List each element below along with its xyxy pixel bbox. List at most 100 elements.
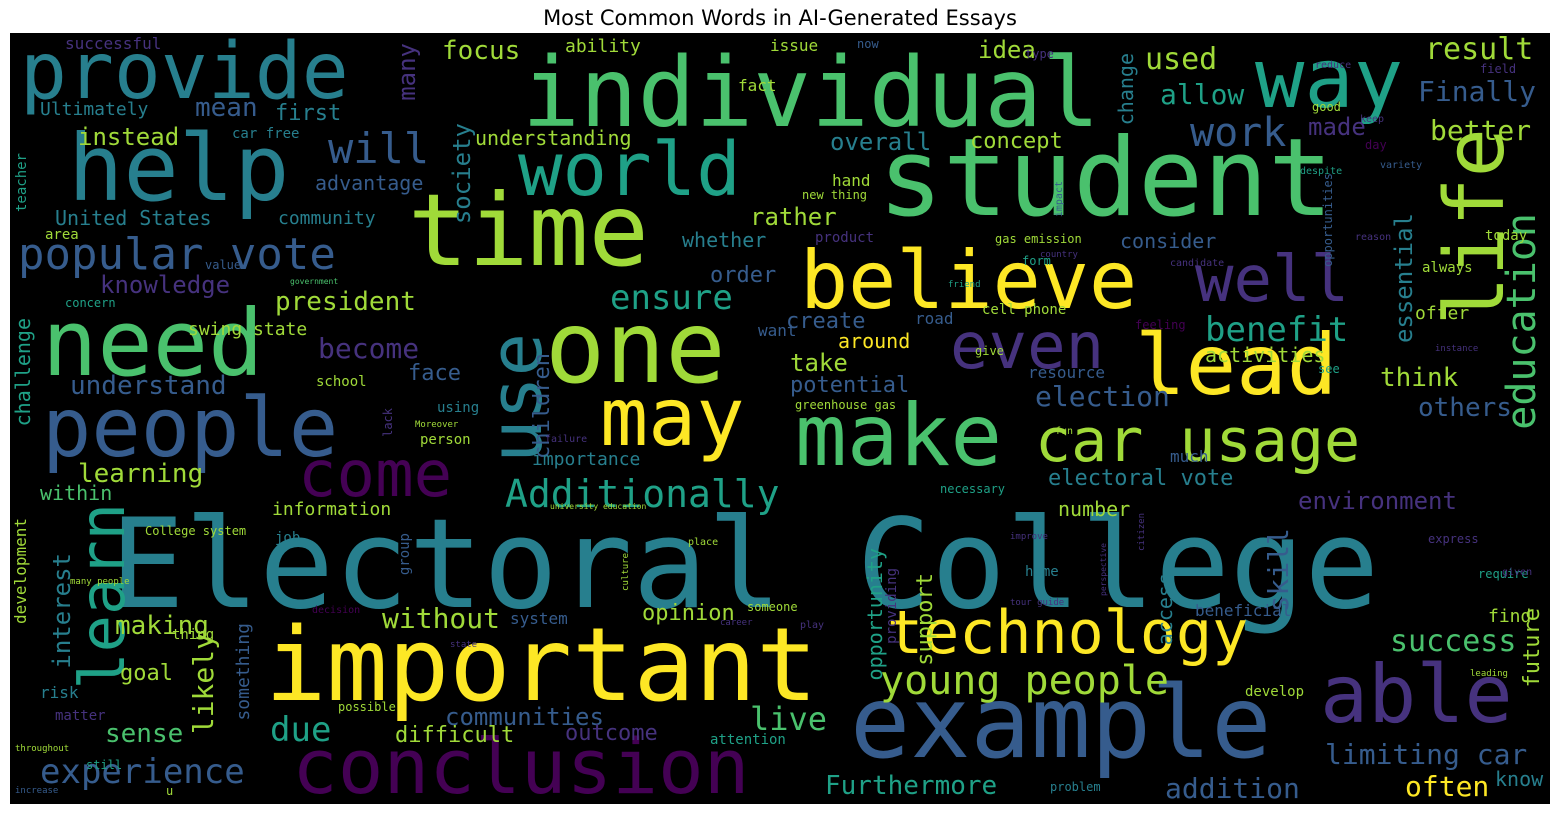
word-culture: culture (621, 553, 631, 591)
word-community: community (278, 208, 376, 229)
word-idea: idea (978, 36, 1036, 64)
word-without: without (382, 602, 501, 635)
word-successful: successful (65, 34, 162, 53)
word-someone: someone (747, 600, 798, 614)
word-time: time (408, 172, 649, 289)
word-additionally: Additionally (505, 472, 780, 516)
word-live: live (750, 700, 828, 738)
word-express: express (1428, 532, 1479, 546)
word-road: road (915, 309, 954, 328)
word-perspective: perspective (1099, 543, 1108, 596)
word-u: u (166, 784, 174, 798)
word-many: many (393, 43, 421, 101)
word-friend: friend (948, 280, 981, 290)
word-necessary: necessary (940, 482, 1006, 496)
word-tour-guide: tour guide (1010, 598, 1065, 608)
word-sense: sense (105, 719, 184, 749)
word-result: result (1425, 33, 1534, 67)
word-important: important (265, 606, 818, 725)
word-one: one (545, 289, 726, 406)
word-limiting-car: limiting car (1325, 738, 1528, 771)
word-rather: rather (750, 203, 837, 231)
chart-title: Most Common Words in AI-Generated Essays (543, 6, 1017, 30)
word-example: example (850, 664, 1272, 781)
word-lack: lack (381, 408, 395, 437)
word-activities: activities (1205, 343, 1326, 367)
word-number: number (1058, 497, 1131, 521)
word-young-people: young people (880, 658, 1169, 704)
word-providing: providing (884, 568, 900, 644)
word-many-people: many people (70, 577, 130, 587)
word-even: even (950, 310, 1105, 384)
word-need: need (42, 290, 264, 397)
word-success: success (1390, 624, 1517, 659)
word-type: type (1025, 47, 1054, 61)
word-hand: hand (832, 171, 871, 190)
word-provide: provide (20, 33, 349, 117)
word-swing-state: swing state (188, 319, 308, 340)
word-candidate: candidate (1170, 258, 1225, 269)
word-will: will (328, 124, 430, 173)
word-communities: communities (445, 703, 604, 731)
word-thing: thing (172, 627, 215, 643)
word-instance: instance (1435, 344, 1479, 354)
word-area: area (45, 227, 79, 243)
word-despite: despite (1300, 166, 1343, 177)
word-believe: believe (800, 234, 1138, 327)
word-take: take (790, 349, 848, 377)
word-home: home (1025, 564, 1059, 580)
word-group: group (397, 533, 413, 576)
word-now: now (857, 37, 879, 51)
word-still: still (86, 758, 123, 772)
word-support: support (913, 573, 938, 666)
word-citizen: citizen (1137, 513, 1147, 551)
word-field: field (1480, 62, 1517, 76)
word-value: value (205, 258, 242, 272)
word-require: require (1478, 567, 1529, 581)
word-election: election (1035, 380, 1170, 413)
word-made: made (1308, 113, 1366, 141)
word-advantage: advantage (315, 171, 424, 195)
word-career: career (720, 618, 753, 628)
word-knowledge: knowledge (100, 271, 231, 299)
word-person: person (420, 432, 471, 448)
word-attention: attention (710, 732, 786, 748)
word-become: become (318, 332, 420, 365)
word-mean: mean (195, 93, 258, 123)
word-consider: consider (1120, 229, 1217, 253)
word-think: think (1380, 363, 1459, 393)
word-gas-emission: gas emission (995, 232, 1082, 246)
word-better: better (1430, 114, 1532, 147)
word-change: change (1114, 53, 1138, 126)
word-allow: allow (1160, 78, 1245, 111)
word-face: face (408, 361, 461, 386)
word-university-education: university education (550, 502, 647, 511)
word-essential: essential (1390, 213, 1418, 344)
word-way: way (1255, 33, 1404, 127)
word-popular-vote: popular vote (18, 229, 336, 280)
word-overall: overall (830, 128, 932, 156)
word-understand: understand (70, 371, 227, 401)
word-development: development (11, 518, 30, 624)
word-using: using (437, 400, 480, 416)
word-know: know (1495, 767, 1544, 791)
word-often: often (1405, 770, 1490, 803)
word-moreover: Moreover (415, 420, 459, 430)
word-challenge: challenge (11, 318, 35, 427)
word-variety: variety (1380, 160, 1423, 171)
word-people: people (42, 381, 339, 476)
word-given: given (1502, 567, 1533, 578)
word-offer: offer (1415, 303, 1470, 324)
word-student: student (878, 116, 1334, 241)
word-want: want (758, 321, 797, 340)
word-conclusion: conclusion (292, 722, 750, 805)
word-impact: impact (1054, 181, 1065, 218)
word-new-thing: new thing (802, 188, 868, 202)
word-understanding: understanding (475, 126, 632, 150)
word-focus: focus (442, 36, 521, 66)
word-car-free: car free (232, 126, 300, 142)
word-furthermore: Furthermore (825, 771, 998, 801)
word-well: well (1195, 243, 1350, 317)
word-united-states: United States (55, 206, 212, 230)
word-benefit: benefit (1205, 310, 1349, 350)
